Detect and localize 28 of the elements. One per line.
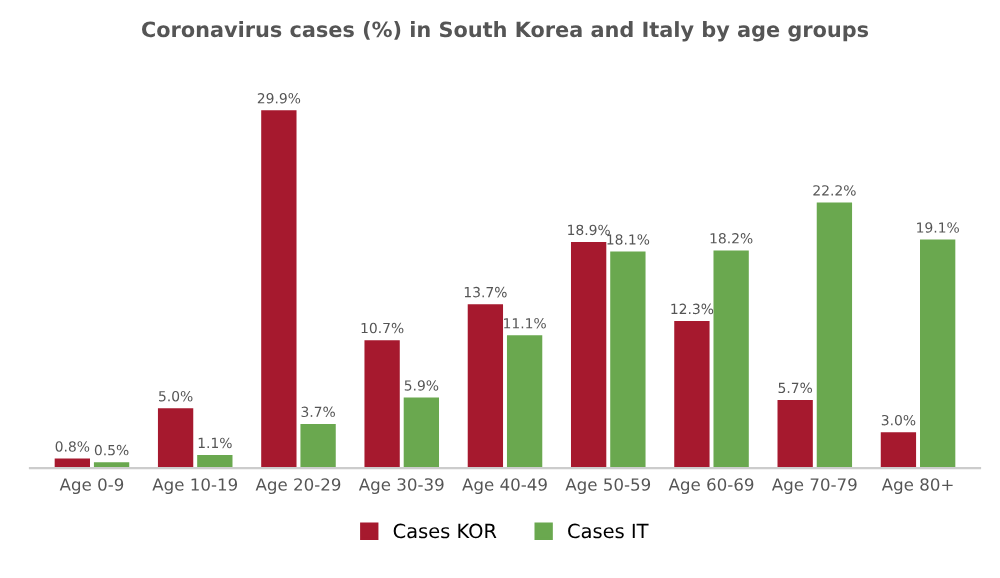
- bar: [467, 304, 504, 469]
- bar: [261, 110, 297, 469]
- bar: [816, 202, 853, 469]
- bar: [713, 250, 749, 469]
- bar: [570, 242, 607, 469]
- bar: [157, 408, 194, 469]
- x-tick-label: Age 10-19: [152, 478, 238, 495]
- bar: [777, 399, 813, 469]
- bar: [506, 335, 543, 469]
- bar: [197, 455, 233, 469]
- bar: [300, 423, 336, 469]
- x-tick-label: Age 30-39: [358, 478, 444, 495]
- bar: [880, 432, 917, 469]
- x-tick-label: Age 60-69: [668, 478, 754, 495]
- bar: [364, 340, 400, 469]
- x-tick-label: Age 0-9: [59, 478, 124, 495]
- chart-title: Coronavirus cases (%) in South Korea and Italy by age groups: [142, 21, 869, 42]
- bar: [403, 397, 440, 469]
- x-tick-label: Age 80+: [881, 478, 953, 495]
- legend-label: Cases IT: [568, 523, 649, 539]
- bar: [674, 320, 710, 469]
- bar: [920, 239, 956, 469]
- x-tick-label: Age 20-29: [255, 478, 341, 495]
- legend-label: Cases KOR: [393, 523, 497, 539]
- x-tick-label: Age 50-59: [565, 478, 651, 495]
- x-tick-label: Age 70-79: [771, 478, 857, 495]
- x-tick-label: Age 40-49: [462, 478, 547, 495]
- bar: [610, 251, 646, 469]
